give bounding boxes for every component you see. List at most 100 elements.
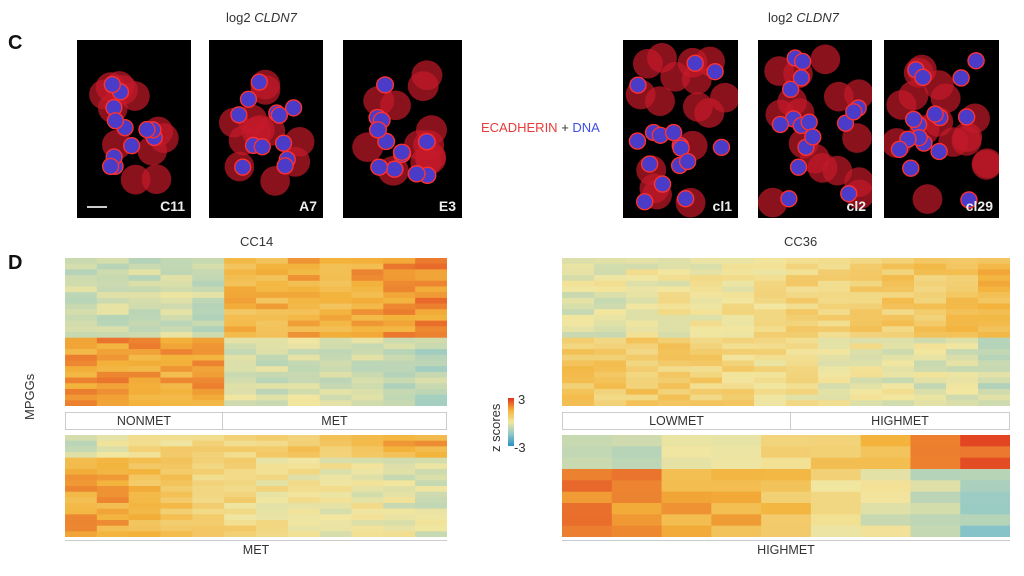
heatmap-cell (287, 514, 321, 521)
heatmap-cell (786, 292, 819, 299)
heatmap-cell (383, 531, 416, 537)
heatmap-cell (786, 394, 819, 401)
heatmap-cell (224, 446, 257, 453)
heatmap-cell (626, 354, 659, 361)
heatmap-cell (914, 354, 947, 361)
heatmap-cell (754, 303, 787, 310)
heatmap-cell (160, 503, 193, 510)
heatmap-cell (224, 377, 257, 384)
heatmap-cell (319, 326, 352, 333)
heatmap-cell (383, 497, 416, 504)
heatmap-cell (160, 337, 193, 344)
heatmap-cell (287, 263, 321, 270)
heatmap-cell (882, 320, 915, 327)
heatmap-cell (160, 400, 193, 406)
heatmap-cell (65, 497, 98, 504)
heatmap-cell (960, 457, 1010, 470)
heatmap-cell (319, 275, 352, 282)
heatmap-cell (192, 349, 225, 356)
heatmap-cell (319, 320, 352, 327)
heatmap-cell (818, 360, 851, 367)
heatmap-cell (850, 275, 883, 282)
heatmap-cell (914, 337, 947, 344)
heatmap-cell (914, 377, 947, 384)
heatmap-cell (562, 314, 595, 322)
heatmap-cell (128, 303, 161, 310)
heatmap-cell (594, 371, 627, 379)
heatmap-cell (626, 366, 659, 373)
heatmap-cell (96, 269, 130, 276)
heatmap-cell (786, 314, 819, 322)
heatmap-cell (818, 320, 851, 327)
heatmap-cell (882, 297, 915, 305)
heatmap-cell (128, 508, 161, 515)
heatmap-cell (65, 360, 98, 367)
heatmap-cell (661, 435, 712, 447)
heatmap-cell (415, 514, 447, 521)
panel-d-label: D (8, 252, 23, 274)
heatmap-cell (224, 275, 257, 282)
heatmap-cell (960, 503, 1010, 515)
heatmap-cell (256, 286, 289, 293)
heatmap-cell (319, 457, 352, 464)
heatmap-cell (810, 457, 862, 470)
heatmap-cell (978, 309, 1010, 316)
heatmap-cell (351, 286, 384, 293)
heatmap-cell (415, 263, 447, 270)
heatmap-cell (383, 258, 416, 265)
image-label: A7 (299, 198, 317, 214)
heatmap-cell (65, 258, 98, 265)
heatmap-cell (946, 320, 979, 327)
heatmap-cell (383, 332, 416, 339)
heatmap-cell (786, 400, 819, 406)
heatmap-cell (128, 463, 161, 470)
heatmap-cell (351, 354, 384, 361)
heatmap-cell (319, 435, 352, 442)
heatmap-cell (658, 263, 691, 270)
heatmap-cell (722, 360, 755, 367)
heatmap-cell (287, 280, 321, 287)
heatmap-cell (722, 388, 755, 396)
heatmap-cell (946, 269, 979, 276)
heatmap-cell (658, 314, 691, 322)
heatmap-cell (96, 326, 130, 333)
heatmap-cell (658, 269, 691, 276)
heatmap-cell (351, 503, 384, 510)
heatmap-cell (256, 491, 289, 498)
heatmap-cell (96, 377, 130, 384)
heatmap-cell (850, 377, 883, 384)
heatmap-cell (256, 474, 289, 481)
heatmap-cell (626, 400, 659, 406)
heatmap-cell (128, 354, 161, 361)
heatmap-cell (224, 525, 257, 532)
heatmap-cell (910, 491, 961, 504)
heatmap-cell (383, 440, 416, 447)
heatmap-cell (754, 280, 787, 287)
heatmap-cell (128, 497, 161, 504)
heatmap-cell (160, 440, 193, 447)
heatmap-cell (754, 400, 787, 406)
heatmap-cell (128, 337, 161, 344)
heatmap-cell (287, 480, 321, 487)
heatmap-cell (415, 452, 447, 459)
heatmap-cell (626, 263, 659, 270)
heatmap-cell (128, 440, 161, 447)
heatmap-cell (626, 275, 659, 282)
heatmap-cell (722, 400, 755, 406)
heatmap-cell (160, 463, 193, 470)
heatmap-cell (914, 263, 947, 270)
heatmap-cell (96, 480, 130, 487)
heatmap-cell (946, 400, 979, 406)
heatmap-cell (65, 303, 98, 310)
heatmap-cell (626, 349, 659, 356)
cc14-title: CC14 (240, 234, 274, 249)
heatmap-cell (626, 314, 659, 322)
heatmap-cell (192, 435, 225, 442)
heatmap-cell (65, 469, 98, 476)
heatmap-cell (351, 383, 384, 390)
heatmap-cell (319, 400, 352, 406)
heatmap-cell (978, 320, 1010, 327)
heatmap-cell (594, 394, 627, 401)
heatmap-cell (914, 326, 947, 333)
heatmap-cell (65, 332, 98, 339)
